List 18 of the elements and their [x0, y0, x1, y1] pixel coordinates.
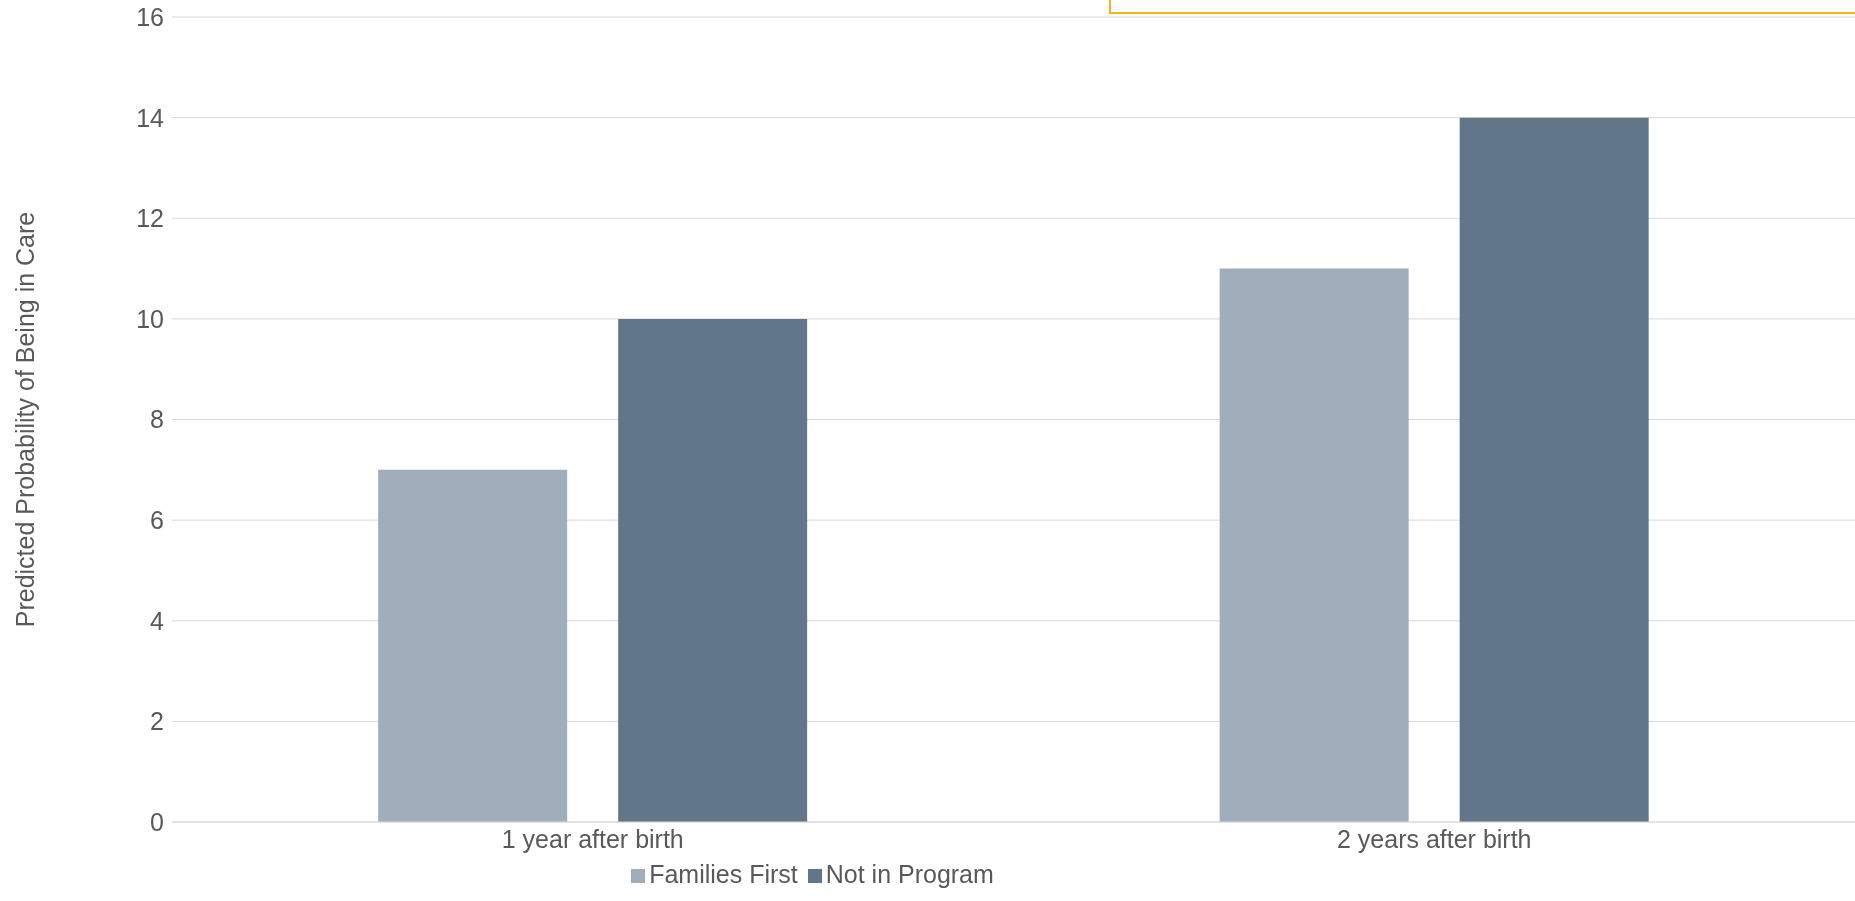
- y-tick-label: 4: [150, 606, 165, 635]
- legend-label: Families First: [649, 860, 798, 888]
- y-axis-title: Predicted Probability of Being in Care: [10, 211, 39, 628]
- y-tick-label: 12: [136, 204, 164, 233]
- y-tick-label: 6: [150, 506, 164, 534]
- y-tick-label: 2: [150, 707, 164, 736]
- y-tick-label: 14: [136, 103, 165, 132]
- bar: [378, 469, 568, 822]
- bar: [618, 318, 808, 822]
- x-tick-label: 2 years after birth: [1336, 824, 1532, 853]
- y-tick-label: 8: [150, 405, 164, 434]
- legend-label: Not in Program: [825, 860, 994, 888]
- y-tick-label: 10: [136, 304, 164, 333]
- bar: [1459, 117, 1649, 822]
- x-tick-label: 1 year after birth: [501, 824, 684, 853]
- bar: [1219, 268, 1409, 822]
- y-tick-label: 16: [136, 2, 164, 31]
- y-tick-label: 0: [150, 807, 164, 836]
